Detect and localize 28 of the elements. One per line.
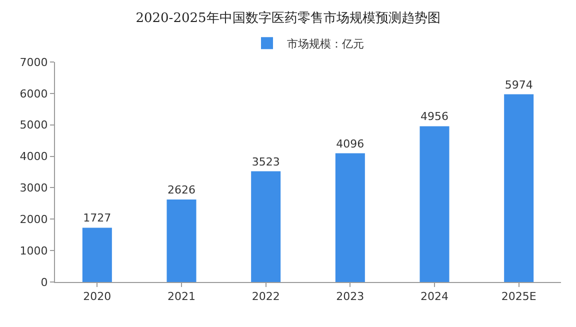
legend-label: 市场规模：亿元 <box>287 37 364 50</box>
y-tick-label: 5000 <box>20 118 48 132</box>
y-tick-label: 0 <box>40 276 48 289</box>
bar <box>335 153 365 282</box>
data-label: 1727 <box>83 212 112 225</box>
x-tick-label: 2021 <box>168 290 196 304</box>
data-label: 4096 <box>336 137 364 150</box>
x-tick-label: 2022 <box>252 290 280 304</box>
x-tick-label: 2023 <box>336 290 364 304</box>
bar <box>166 199 196 282</box>
y-tick-label: 4000 <box>20 150 48 164</box>
bar <box>504 94 534 282</box>
x-tick-label: 2024 <box>420 290 448 304</box>
x-tick-label: 2025E <box>501 290 536 304</box>
y-tick-label: 6000 <box>20 87 48 100</box>
x-tick-label: 2020 <box>83 290 112 304</box>
data-label: 4956 <box>420 110 448 124</box>
y-tick-label: 1000 <box>20 244 48 258</box>
data-label: 5974 <box>504 78 533 92</box>
y-tick-label: 3000 <box>20 182 48 195</box>
bar <box>251 171 281 282</box>
y-tick-label: 7000 <box>20 56 48 69</box>
bar <box>420 126 450 282</box>
data-label: 2626 <box>168 183 196 196</box>
y-tick-label: 2000 <box>20 212 48 226</box>
bar <box>82 228 112 282</box>
data-label: 3523 <box>252 155 280 168</box>
chart-title: 2020-2025年中国数字医药零售市场规模预测趋势图 <box>136 10 440 26</box>
